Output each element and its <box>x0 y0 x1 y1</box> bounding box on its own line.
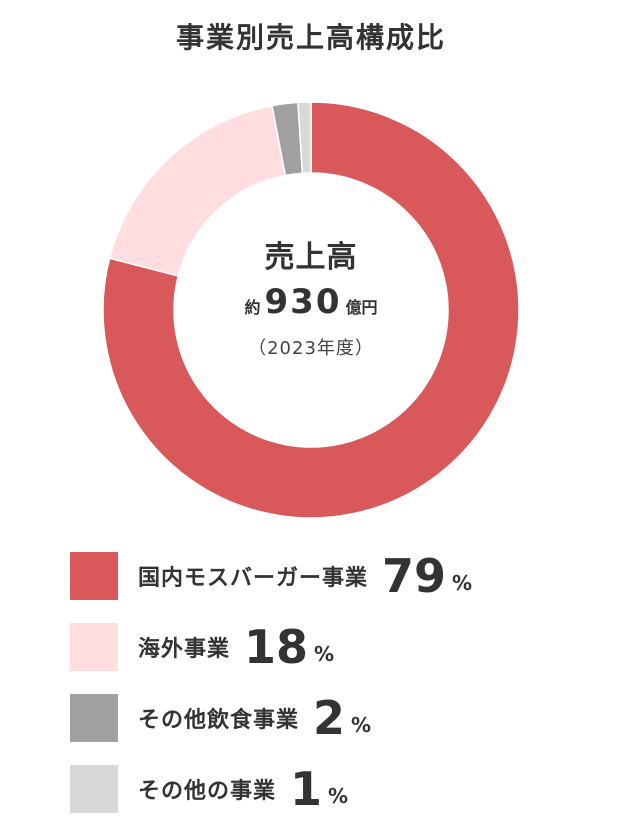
legend-label: 国内モスバーガー事業 <box>138 566 369 591</box>
legend-unit: % <box>452 571 473 595</box>
legend-item-other: その他の事業 1 % <box>70 765 472 813</box>
legend-value: 1 <box>290 762 323 816</box>
center-label: 売上高 <box>264 240 358 275</box>
chart-title: 事業別売上高構成比 <box>175 21 446 54</box>
legend-value: 2 <box>313 691 346 745</box>
legend-item-other-food: その他飲食事業 2 % <box>70 694 472 742</box>
legend-value: 18 <box>244 620 309 674</box>
slice-other <box>297 101 312 175</box>
legend: 国内モスバーガー事業 79 % 海外事業 18 % その他飲食事業 2 % その… <box>70 552 472 836</box>
center-value-row: 約 930 億円 <box>161 282 461 322</box>
legend-item-domestic: 国内モスバーガー事業 79 % <box>70 552 472 600</box>
donut-center: 売上高 約 930 億円 （2023年度） <box>161 232 461 360</box>
center-value: 930 <box>264 282 342 322</box>
legend-swatch <box>70 623 118 671</box>
legend-swatch <box>70 765 118 813</box>
legend-unit: % <box>328 784 349 808</box>
legend-swatch <box>70 552 118 600</box>
legend-value: 79 <box>382 549 447 603</box>
legend-label: その他飲食事業 <box>138 708 300 733</box>
legend-label: その他の事業 <box>138 779 277 804</box>
center-unit: 億円 <box>345 298 378 317</box>
legend-unit: % <box>314 642 335 666</box>
legend-unit: % <box>351 713 372 737</box>
legend-item-overseas: 海外事業 18 % <box>70 623 472 671</box>
legend-swatch <box>70 694 118 742</box>
donut-chart <box>102 101 520 519</box>
center-prefix: 約 <box>244 298 261 317</box>
center-year: （2023年度） <box>248 338 374 359</box>
slice-domestic <box>102 101 520 519</box>
legend-label: 海外事業 <box>138 637 231 662</box>
